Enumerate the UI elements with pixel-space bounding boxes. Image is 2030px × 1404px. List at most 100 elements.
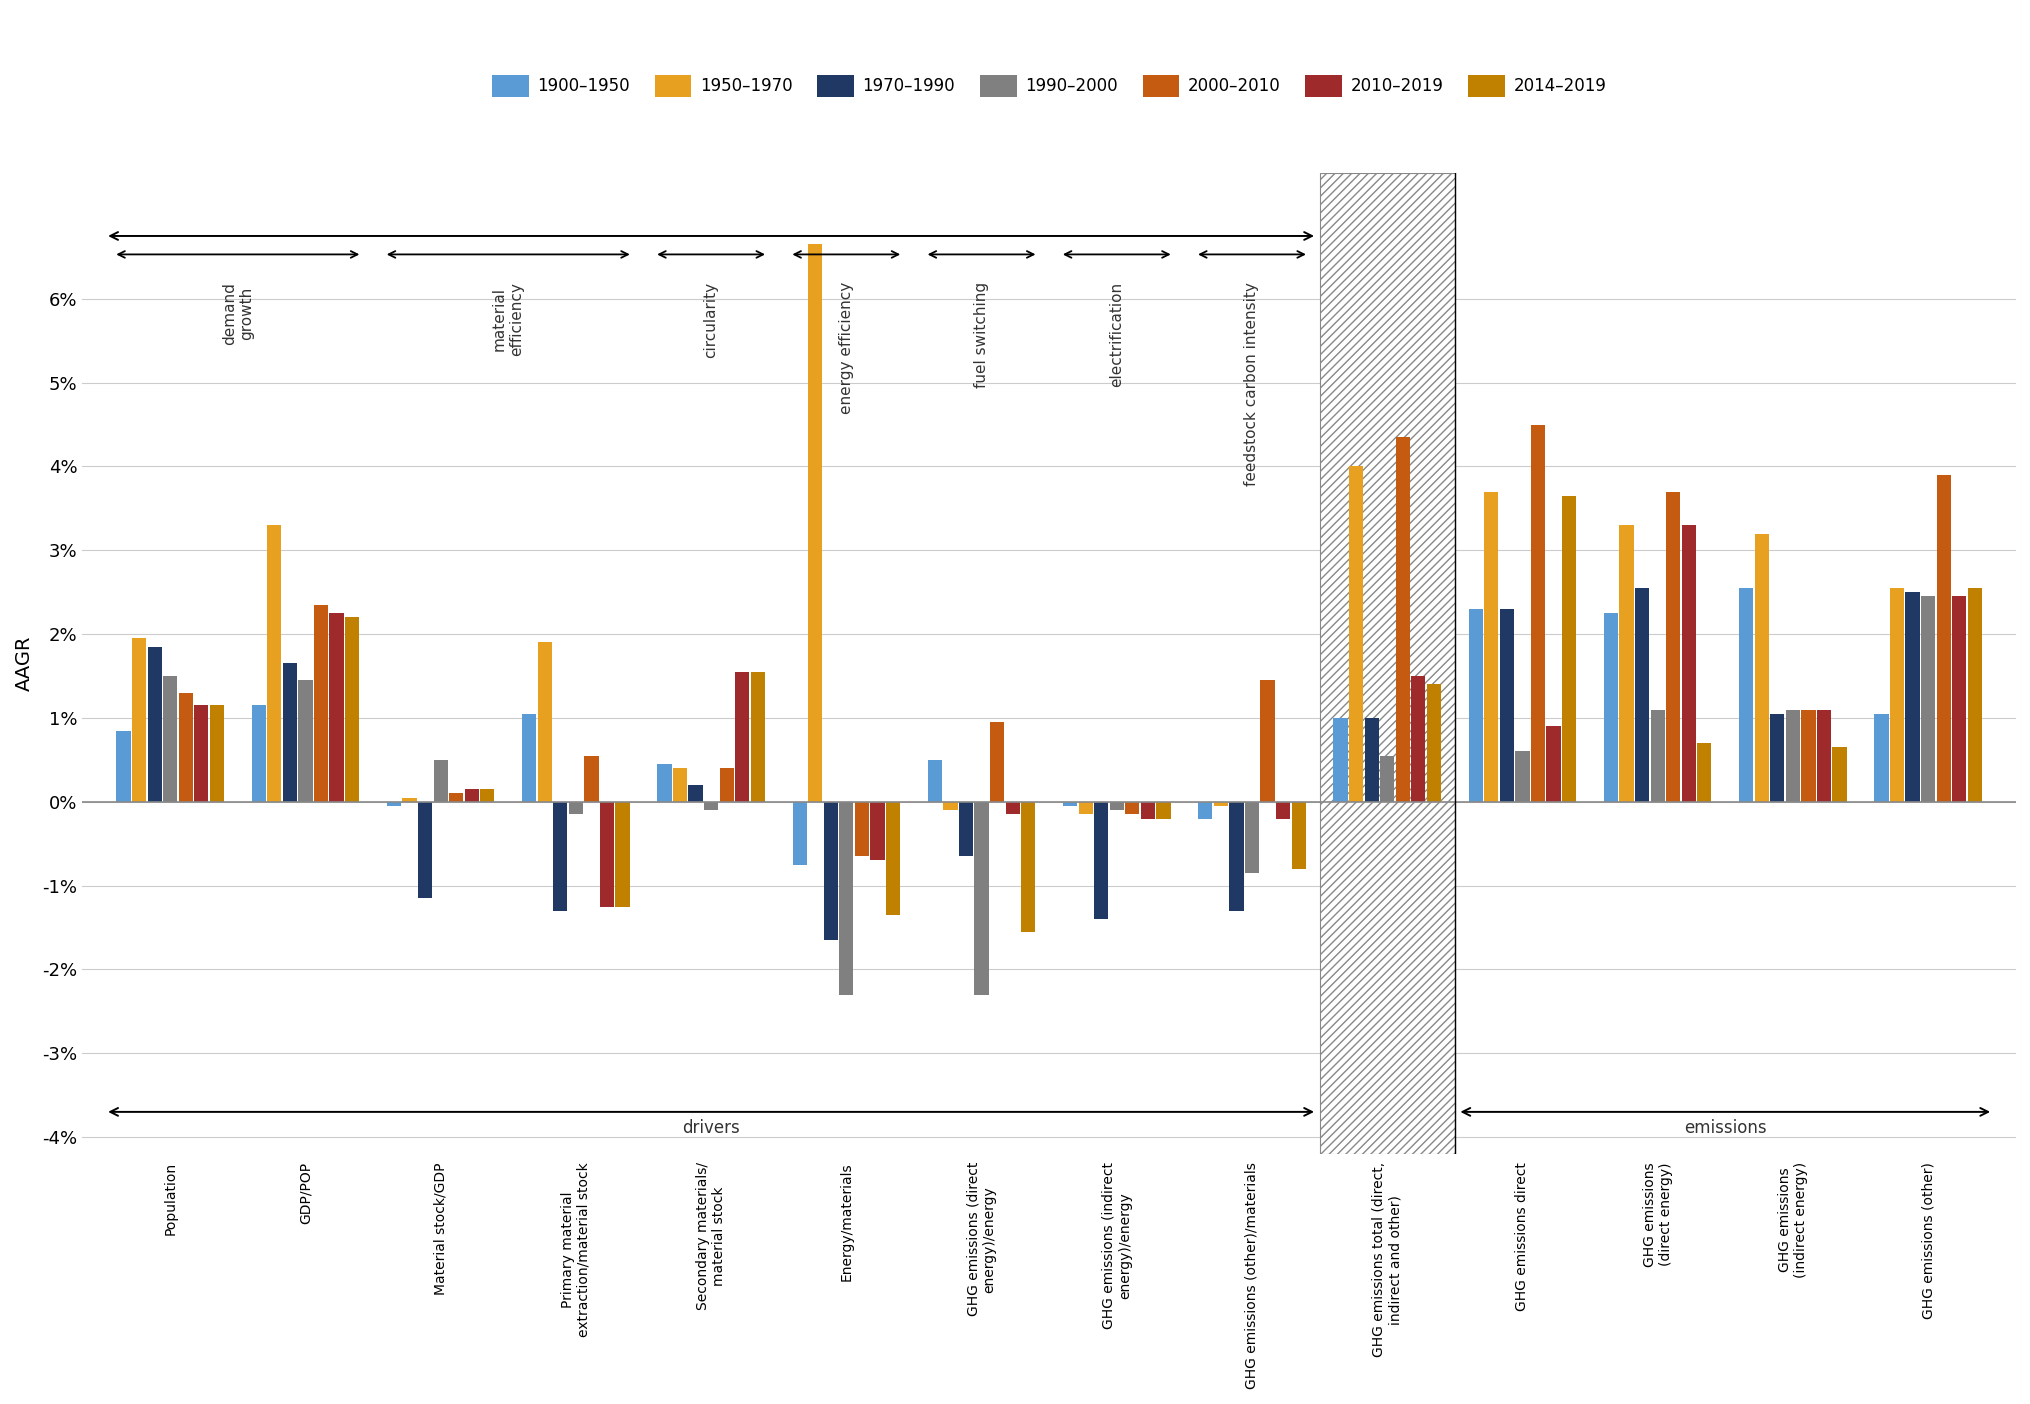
Text: drivers: drivers [682,1119,739,1137]
Bar [195,705,209,802]
Bar [1754,534,1768,802]
Bar [1634,588,1648,802]
Bar [1604,614,1618,802]
Text: fuel switching: fuel switching [974,282,989,388]
Bar [1062,802,1076,806]
Bar [928,760,942,802]
Bar [989,722,1003,802]
Bar [418,802,432,899]
Bar [148,647,162,802]
Bar [1078,802,1092,814]
Bar [599,802,613,907]
Bar [1514,751,1529,802]
Bar [1244,802,1259,873]
Bar [552,802,566,911]
Bar [345,618,359,802]
Bar [1228,802,1242,911]
Bar [1395,437,1409,802]
Bar [116,730,130,802]
Bar [1831,747,1845,802]
Bar [1935,475,1949,802]
Bar [522,713,536,802]
Bar [388,802,400,806]
Text: energy efficiency: energy efficiency [838,282,853,414]
Bar [132,639,146,802]
Bar [298,680,313,802]
Bar [1005,802,1019,814]
Bar [1801,709,1815,802]
Bar [1214,802,1228,806]
Bar [1425,684,1439,802]
Bar [1155,802,1169,819]
Bar [1904,592,1918,802]
Bar [1561,496,1575,802]
Bar [1261,680,1275,802]
Text: feedstock carbon intensity: feedstock carbon intensity [1244,282,1259,486]
Bar [1890,588,1904,802]
Bar [1275,802,1289,819]
Bar [1650,709,1665,802]
Bar [1364,717,1378,802]
Bar [824,802,838,941]
Bar [252,705,266,802]
Bar [1618,525,1632,802]
Y-axis label: AAGR: AAGR [14,636,35,691]
Bar [1125,802,1139,814]
Bar [974,802,989,994]
Legend: 1900–1950, 1950–1970, 1970–1990, 1990–2000, 2000–2010, 2010–2019, 2014–2019: 1900–1950, 1950–1970, 1970–1990, 1990–20… [485,69,1612,104]
Bar [449,793,463,802]
Bar [585,755,599,802]
Bar [1094,802,1108,920]
Bar [1967,588,1981,802]
Bar [885,802,899,915]
Bar [268,525,282,802]
Bar [1320,173,1453,1154]
Bar [1531,424,1545,802]
Bar [1198,802,1212,819]
Bar [958,802,972,856]
Bar [1697,743,1711,802]
Bar [538,643,552,802]
Bar [735,673,749,802]
Bar [792,802,806,865]
Text: material
efficiency: material efficiency [491,282,524,357]
Bar [465,789,479,802]
Bar [1665,491,1679,802]
Bar [282,664,296,802]
Bar [751,673,765,802]
Bar [615,802,629,907]
Bar [1411,675,1425,802]
Text: circularity: circularity [702,282,719,358]
Bar [1380,755,1395,802]
Bar [1334,717,1348,802]
Bar [855,802,869,856]
Bar [672,768,686,802]
Bar [432,760,447,802]
Bar [1681,525,1695,802]
Bar [838,802,853,994]
Bar [658,764,672,802]
Bar [871,802,885,861]
Bar [1951,597,1965,802]
Bar [719,768,733,802]
Bar [1484,491,1498,802]
Text: emissions: emissions [1683,1119,1766,1137]
Bar [942,802,956,810]
Bar [402,797,416,802]
Bar [329,614,343,802]
Bar [688,785,702,802]
Text: electrification: electrification [1108,282,1125,388]
Bar [179,692,193,802]
Bar [1498,609,1512,802]
Bar [209,705,223,802]
Bar [1468,609,1482,802]
Bar [1874,713,1888,802]
Bar [1770,713,1784,802]
Bar [1545,726,1559,802]
Bar [808,244,822,802]
Bar [1108,802,1123,810]
Bar [162,675,177,802]
Bar [1141,802,1155,819]
Text: demand
growth: demand growth [221,282,254,345]
Bar [479,789,493,802]
